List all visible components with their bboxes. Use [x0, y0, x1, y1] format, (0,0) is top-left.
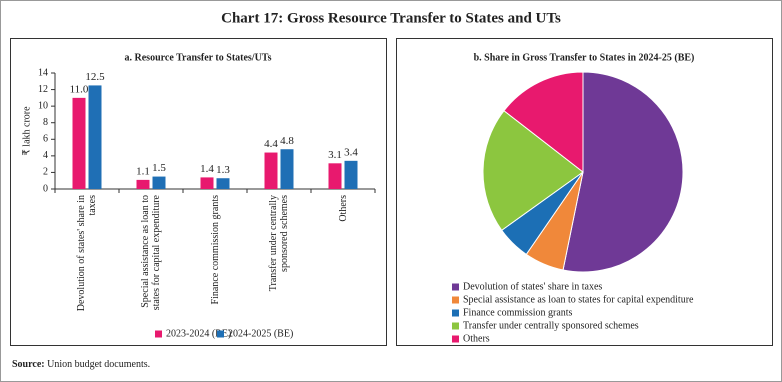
value-label: 1.1: [136, 165, 150, 177]
legend-swatch: [452, 296, 459, 304]
bar: [136, 179, 150, 189]
bar: [328, 163, 342, 189]
bar: [344, 160, 358, 189]
value-label: 4.4: [264, 138, 278, 150]
legend-swatch: [452, 309, 459, 317]
y-tick-label: 8: [43, 117, 48, 128]
legend-swatch: [452, 322, 459, 330]
legend-label: Special assistance as loan to states for…: [463, 294, 694, 305]
y-axis-label: ₹ lakh crore: [21, 106, 32, 156]
value-label: 12.5: [85, 71, 105, 83]
source-text: Union budget documents.: [47, 359, 151, 370]
bar: [280, 149, 294, 189]
source-note: Source: Union budget documents.: [12, 359, 150, 370]
legend-swatch: [452, 283, 459, 291]
legend-label: Finance commission grants: [463, 307, 573, 318]
value-label: 1.3: [216, 164, 230, 176]
legend-label: 2024-2025 (BE): [228, 328, 293, 339]
source-label: Source:: [12, 359, 45, 370]
figure-title: Chart 17: Gross Resource Transfer to Sta…: [221, 10, 561, 26]
chart-title: a. Resource Transfer to States/UTs: [125, 52, 272, 63]
legend-label: 2023-2024 (RE): [166, 328, 231, 339]
legend-swatch: [155, 330, 162, 338]
bar: [264, 152, 278, 189]
value-label: 4.8: [280, 135, 294, 147]
y-tick-label: 2: [43, 167, 48, 178]
chart-title: b. Share in Gross Transfer to States in …: [474, 52, 695, 63]
legend-swatch: [452, 335, 459, 343]
bar: [216, 178, 230, 189]
bar: [72, 97, 86, 189]
pie-slice: [503, 71, 584, 174]
y-tick-label: 12: [38, 84, 48, 95]
bar: [152, 176, 166, 189]
x-tick-label: Transfer under centrally sponsored schem…: [268, 195, 290, 292]
value-label: 3.4: [344, 146, 358, 158]
x-tick-label: Special assistance as loan to states for…: [140, 195, 162, 311]
y-tick-label: 4: [43, 150, 48, 161]
legend-label: Others: [463, 333, 490, 344]
bar: [200, 177, 214, 189]
panel-left: [10, 38, 387, 346]
pie-slice: [482, 110, 584, 231]
value-label: 3.1: [328, 149, 342, 161]
legend-label: Devolution of states' share in taxes: [463, 281, 602, 292]
value-label: 11.0: [70, 83, 89, 95]
legend-swatch: [217, 330, 224, 338]
value-label: 1.4: [200, 163, 214, 175]
y-tick-label: 6: [43, 134, 48, 145]
y-tick-label: 10: [38, 100, 48, 111]
x-tick-label: Devolution of states' share in taxes: [76, 195, 98, 312]
bar: [88, 85, 102, 189]
value-label: 1.5: [152, 162, 166, 174]
pie-slice: [562, 71, 684, 273]
x-tick-label: Finance commission grants: [209, 195, 221, 305]
panel-right: [396, 38, 773, 346]
y-tick-label: 14: [38, 67, 48, 78]
x-tick-label: Others: [337, 195, 349, 222]
y-tick-label: 0: [43, 183, 48, 194]
legend-label: Transfer under centrally sponsored schem…: [463, 320, 639, 331]
